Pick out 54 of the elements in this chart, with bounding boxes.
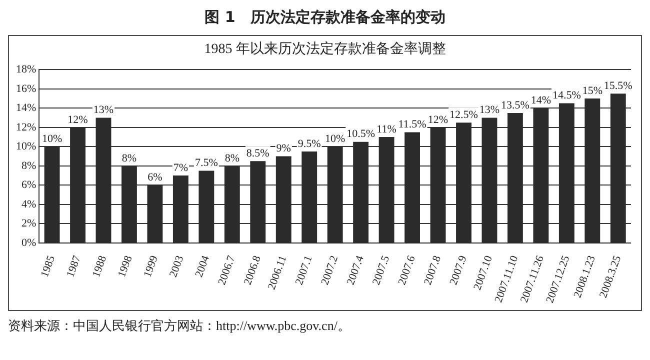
x-tick-label: 1988 [90,254,110,279]
data-label: 11% [376,123,396,136]
x-tick-label: 2007.2 [319,254,341,287]
x-tick-label: 1987 [64,254,84,279]
data-label: 9% [276,142,291,155]
x-tick-label: 2006.7 [216,254,238,287]
x-tick-label: 2004 [193,254,212,279]
data-label: 14% [530,94,552,107]
data-label: 12% [68,114,88,126]
y-tick-label: 2% [21,218,36,230]
data-label: 13% [479,104,500,116]
x-tick-label: 2007.4 [344,254,367,287]
x-tick-label: 2007.10 [472,254,496,292]
x-tick-label: 1998 [116,254,135,279]
data-label: 13.5% [500,99,530,112]
y-tick-label: 10% [16,140,36,153]
text: 资料来源：中国人民银行官方网站：http://www.pbc.gov.cn/。 [8,317,352,335]
chart-subtitle: 1985 年以来历次法定存款准备金率调整 [203,40,447,58]
data-label: 9.5% [298,138,321,150]
x-tick-label: 2007.5 [370,254,392,287]
data-label: 15.5% [604,80,632,92]
chart-title: 图 1 历次法定存款准备金率的变动 [204,8,446,27]
data-label: 12% [428,114,448,126]
x-tick-label: 2007.1 [293,254,315,287]
x-tick-label: 2007.8 [422,254,444,287]
data-label: 11.5% [398,118,426,131]
y-tick-label: 0% [21,236,36,249]
data-label: 8.5% [246,147,270,160]
y-tick-label: 18% [16,63,36,76]
data-label: 6% [148,172,162,184]
data-label: 15% [582,84,602,97]
x-tick-label: 1985 [38,254,58,279]
y-tick-label: 4% [21,198,36,210]
y-tick-label: 14% [16,102,36,114]
data-label: 8% [122,152,137,164]
data-label: 10.5% [346,128,376,140]
data-label: 8% [224,152,240,164]
y-tick-label: 16% [16,82,36,95]
data-label: 14.5% [552,90,581,102]
y-tick-label: 8% [21,160,36,172]
data-label: 10% [324,133,346,146]
x-tick-label: 1999 [142,254,161,279]
x-tick-label: 2006.8 [242,254,264,287]
x-tick-label: 2007.9 [448,254,470,287]
x-tick-label: 2003 [167,254,186,279]
data-label: 7.5% [194,157,218,170]
data-label: 13% [93,104,114,116]
data-label: 10% [42,133,62,146]
x-tick-label: 2007.6 [396,254,418,287]
data-label: 7% [173,162,188,174]
x-tick-label: 2006.11 [266,254,290,292]
y-tick-label: 12% [16,121,36,134]
data-label: 12.5% [450,108,478,121]
y-tick-label: 6% [21,179,36,192]
